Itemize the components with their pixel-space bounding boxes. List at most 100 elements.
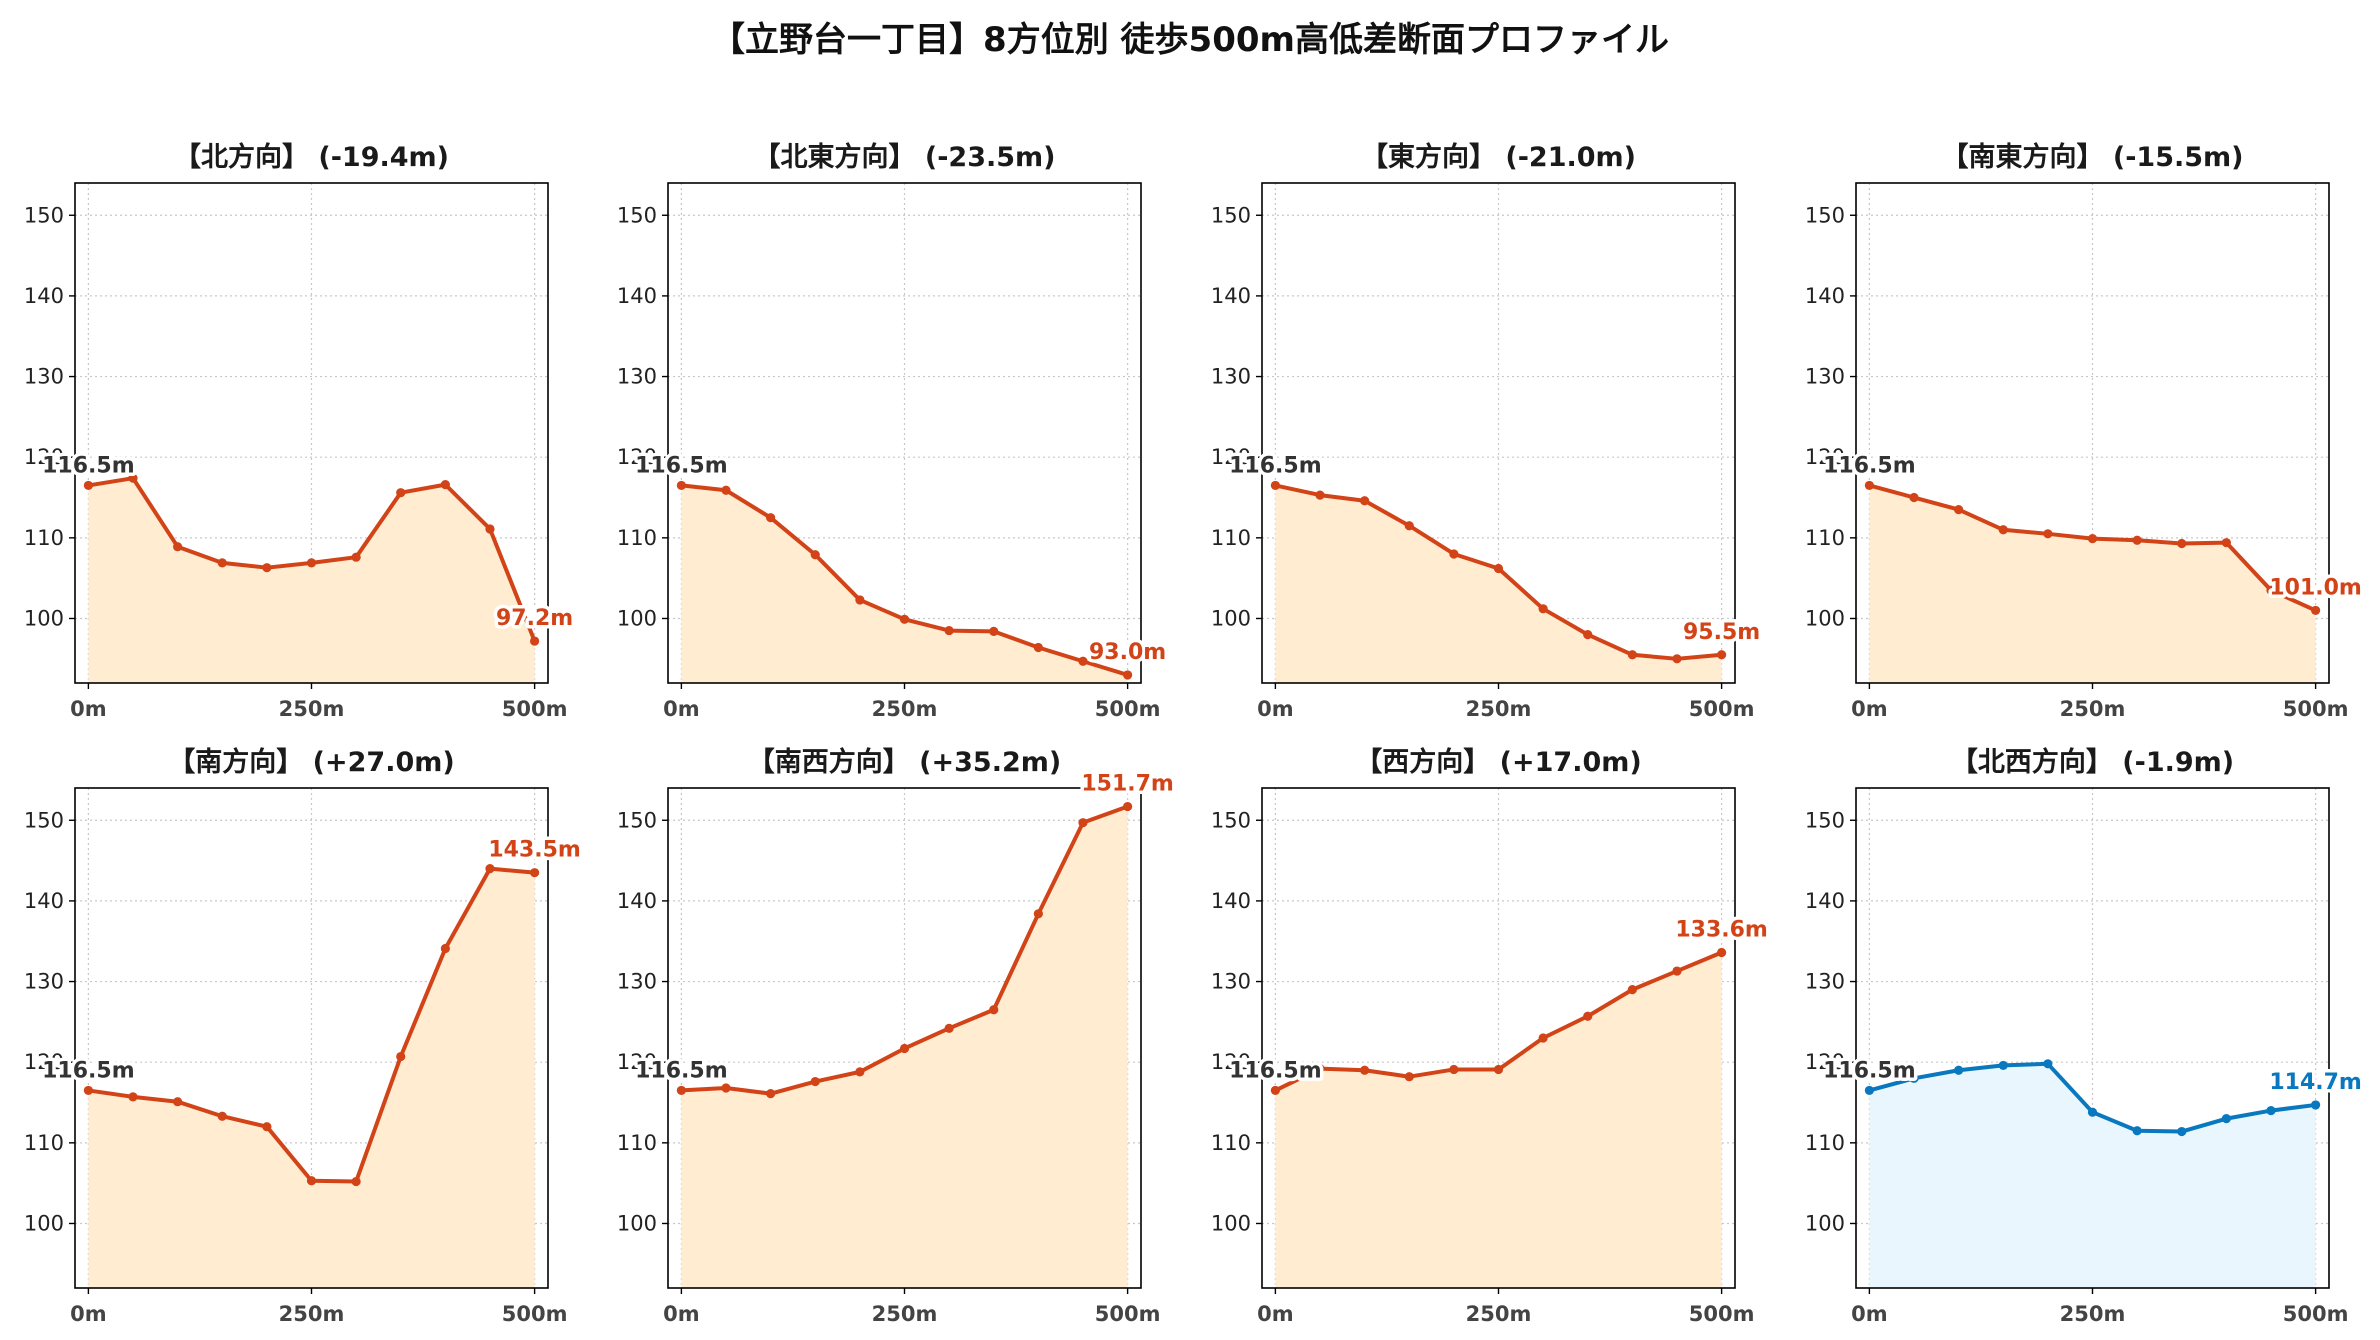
y-tick-label: 140 xyxy=(617,284,657,308)
data-point xyxy=(989,1005,999,1015)
y-tick-label: 110 xyxy=(24,526,64,550)
data-point xyxy=(855,1067,865,1077)
profile-area xyxy=(1275,485,1722,683)
data-point xyxy=(2132,535,2142,545)
y-tick-label: 140 xyxy=(1805,284,1845,308)
y-tick-label: 120 xyxy=(1805,1050,1845,1074)
y-tick-label: 120 xyxy=(24,445,64,469)
data-point xyxy=(306,558,317,568)
data-point xyxy=(396,488,406,498)
y-tick-label: 110 xyxy=(1211,526,1251,550)
data-point xyxy=(810,550,820,560)
y-tick-label: 150 xyxy=(24,808,64,832)
data-point xyxy=(1270,480,1280,491)
y-tick-label: 120 xyxy=(24,1050,64,1074)
data-point xyxy=(1954,1065,1964,1075)
end-value-label: 95.5m xyxy=(1683,620,1760,645)
chart-panel-7: 【西方向】 (+17.0m) 100 110 120 130 140 150 0m 250m 50… xyxy=(1211,746,1771,1326)
profile-area xyxy=(88,478,535,683)
y-tick-label: 120 xyxy=(617,445,657,469)
data-point xyxy=(217,1111,227,1121)
x-tick-label: 500m xyxy=(1689,697,1755,721)
data-point xyxy=(1078,818,1088,828)
y-tick-label: 100 xyxy=(1211,606,1251,630)
data-point xyxy=(1583,1011,1593,1021)
data-point xyxy=(485,524,495,534)
y-tick-label: 140 xyxy=(24,284,64,308)
y-tick-label: 110 xyxy=(617,1131,657,1155)
profile-area xyxy=(1869,1063,2316,1288)
y-tick-label: 150 xyxy=(1805,808,1845,832)
data-point xyxy=(2311,605,2321,616)
y-tick-label: 110 xyxy=(1211,1131,1251,1155)
panel-title: 【北方向】 (-19.4m) xyxy=(174,141,449,173)
end-value-label: 143.5m xyxy=(488,838,581,863)
y-tick-label: 130 xyxy=(1805,365,1845,389)
data-point xyxy=(1493,1064,1504,1075)
data-point xyxy=(2177,1126,2187,1137)
data-point xyxy=(440,480,450,490)
data-point xyxy=(2087,534,2098,544)
data-point xyxy=(676,480,686,491)
data-point xyxy=(989,626,999,636)
data-point xyxy=(83,1085,93,1096)
data-point xyxy=(899,614,910,624)
data-point xyxy=(1717,947,1727,958)
y-tick-label: 150 xyxy=(1211,203,1251,227)
x-tick-label: 500m xyxy=(2283,697,2349,721)
data-point xyxy=(1360,496,1370,506)
data-point xyxy=(1627,650,1637,660)
x-tick-label: 0m xyxy=(663,697,700,721)
data-point xyxy=(1583,630,1593,640)
x-tick-label: 250m xyxy=(1466,697,1532,721)
start-value-label: 116.5m xyxy=(1229,1058,1322,1083)
data-point xyxy=(1717,650,1727,660)
data-point xyxy=(2177,538,2187,549)
panel-title: 【南東方向】 (-15.5m) xyxy=(1941,141,2243,173)
data-point xyxy=(485,864,495,874)
y-tick-label: 130 xyxy=(617,970,657,994)
y-tick-label: 110 xyxy=(617,526,657,550)
data-point xyxy=(2266,1105,2276,1116)
figure-title: 【立野台一丁目】8方位別 徒歩500m高低差断面プロファイル xyxy=(711,20,1669,60)
data-point xyxy=(1033,909,1043,919)
data-point xyxy=(2311,1100,2321,1110)
x-tick-label: 0m xyxy=(1257,1302,1294,1326)
data-point xyxy=(1078,656,1088,666)
panel-title: 【南方向】 (+27.0m) xyxy=(168,746,454,778)
data-point xyxy=(2132,1126,2142,1136)
data-point xyxy=(1954,505,1964,515)
data-point xyxy=(1998,1060,2008,1071)
start-value-label: 116.5m xyxy=(635,453,728,478)
x-tick-label: 250m xyxy=(2060,697,2126,721)
y-tick-label: 150 xyxy=(617,808,657,832)
x-tick-label: 500m xyxy=(502,697,568,721)
data-point xyxy=(2266,585,2276,595)
y-tick-label: 140 xyxy=(1805,889,1845,913)
data-point xyxy=(128,473,138,483)
x-tick-label: 0m xyxy=(70,697,107,721)
chart-panel-6: 【南西方向】 (+35.2m) 100 110 120 130 140 150 0m 250m 5… xyxy=(617,746,1177,1326)
x-tick-label: 500m xyxy=(1095,697,1161,721)
x-tick-label: 250m xyxy=(1466,1302,1532,1326)
x-tick-label: 0m xyxy=(70,1302,107,1326)
y-tick-label: 140 xyxy=(1211,284,1251,308)
y-tick-label: 130 xyxy=(24,365,64,389)
data-point xyxy=(1538,1033,1548,1043)
y-tick-label: 100 xyxy=(617,606,657,630)
chart-panel-2: 【北東方向】 (-23.5m) 100 110 120 130 140 150 0m 250m 5… xyxy=(617,141,1170,721)
x-tick-label: 0m xyxy=(663,1302,700,1326)
y-tick-label: 110 xyxy=(24,1131,64,1155)
y-tick-label: 130 xyxy=(24,970,64,994)
y-tick-label: 120 xyxy=(1211,445,1251,469)
x-tick-label: 0m xyxy=(1257,697,1294,721)
end-value-label: 133.6m xyxy=(1675,918,1768,943)
y-tick-label: 150 xyxy=(617,203,657,227)
start-value-label: 116.5m xyxy=(635,1058,728,1083)
y-tick-label: 150 xyxy=(1805,203,1845,227)
data-point xyxy=(1864,480,1874,491)
data-point xyxy=(1449,549,1459,559)
data-point xyxy=(2221,538,2231,548)
data-point xyxy=(1672,654,1682,664)
data-point xyxy=(1315,490,1325,500)
